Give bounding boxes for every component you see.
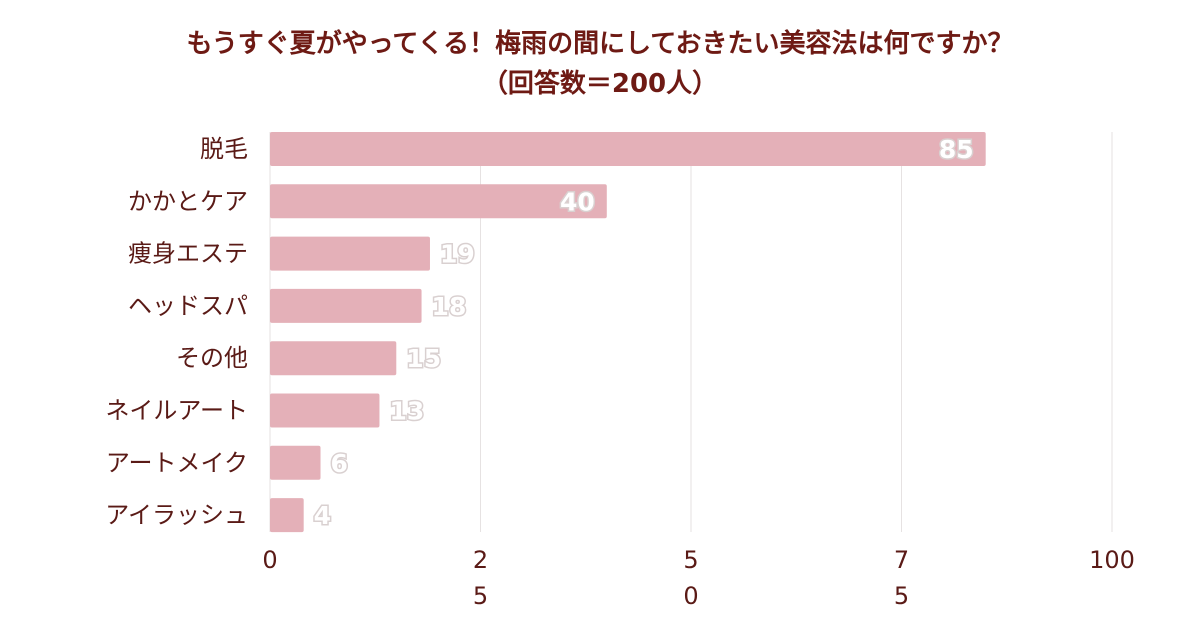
bar	[270, 498, 304, 533]
data-label: 6	[331, 449, 348, 478]
data-label: 4	[314, 501, 331, 530]
bar	[270, 393, 380, 428]
chart-title: もうすぐ夏がやってくる！梅雨の間にしておきたい美容法は何ですか？ （回答数＝20…	[0, 24, 1200, 104]
category-label: アートメイク	[106, 449, 248, 477]
tick-label: 5	[473, 582, 488, 610]
category-label: 痩身エステ	[128, 240, 248, 268]
tick-label: 0	[683, 582, 698, 610]
data-labels: 85 40 19 18 15 13 64	[312, 134, 975, 532]
chart-title-line2: （回答数＝200人）	[481, 69, 719, 99]
data-label: 85	[939, 135, 974, 164]
bar	[270, 132, 986, 166]
tick-label: 100	[1089, 546, 1135, 574]
chart-title-line1: もうすぐ夏がやってくる！梅雨の間にしておきたい美容法は何ですか？	[186, 29, 1014, 59]
category-label: その他	[176, 344, 248, 372]
category-label: 脱毛	[200, 135, 248, 163]
category-label: ヘッドスパ	[128, 292, 248, 320]
tick-label: 7	[894, 546, 909, 574]
tick-label: 2	[473, 546, 488, 574]
category-label: ネイルアート	[105, 397, 248, 425]
bar	[270, 236, 430, 271]
category-label: かかとケア	[128, 187, 248, 215]
tick-label: 5	[683, 546, 698, 574]
x-axis-tick-labels: 0 2 5 5 0 7 5 100	[262, 546, 1135, 610]
bar	[270, 445, 321, 480]
data-label: 18	[432, 292, 467, 321]
bar	[270, 341, 397, 376]
category-label: アイラッシュ	[105, 501, 248, 529]
bar	[270, 184, 607, 219]
bar	[270, 288, 422, 323]
data-label: 40	[560, 187, 595, 216]
data-label: 13	[389, 397, 424, 426]
tick-label: 5	[894, 582, 909, 610]
bars	[270, 132, 986, 533]
data-label: 19	[440, 240, 475, 269]
tick-label: 0	[262, 546, 277, 574]
data-label: 15	[406, 344, 441, 373]
